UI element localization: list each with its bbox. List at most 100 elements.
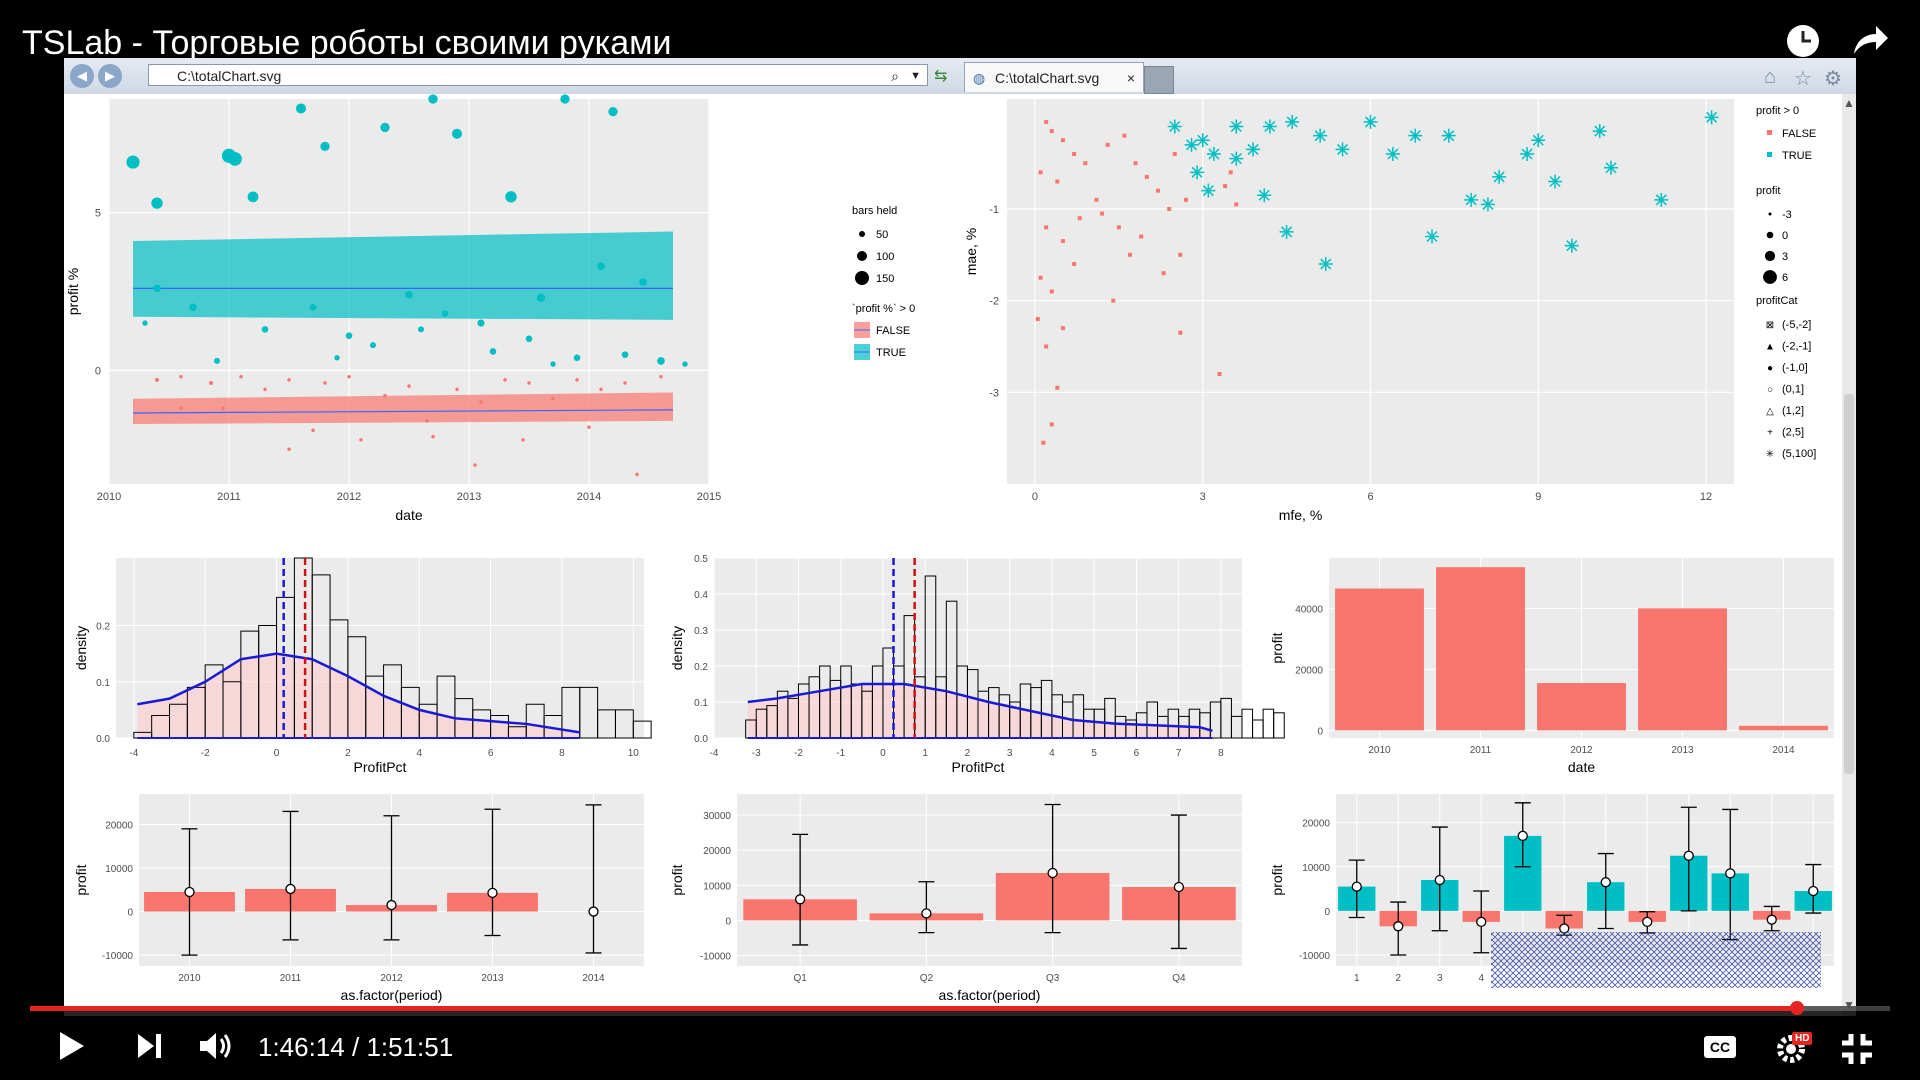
home-icon[interactable]: ⌂ — [1764, 66, 1777, 88]
settings-gear-icon[interactable] — [1774, 1032, 1808, 1071]
point-true — [1195, 133, 1210, 148]
point-true — [1492, 169, 1507, 184]
x-tick-label: 2011 — [1470, 745, 1492, 756]
progress-bar[interactable] — [30, 1001, 1890, 1015]
y-axis-label: profit — [669, 864, 685, 895]
point-true — [1201, 183, 1216, 198]
address-input[interactable]: C:\totalChart.svg ⌕ ▼ — [148, 64, 928, 86]
x-tick-label: 2015 — [697, 491, 721, 503]
point-true — [536, 293, 546, 303]
x-tick-label: Q3 — [1046, 973, 1060, 984]
point-true — [428, 94, 438, 104]
point-false — [383, 393, 387, 398]
progress-knob[interactable] — [1790, 1001, 1804, 1015]
bar-month-mean-point — [1434, 874, 1445, 886]
hist-b-bin — [1273, 712, 1285, 739]
y-tick-label: 10000 — [1302, 863, 1330, 874]
y-tick-label: -10000 — [1299, 951, 1331, 962]
hist-b-bin — [1252, 719, 1264, 739]
point-true — [153, 284, 161, 293]
star-icon[interactable]: ☆ — [1794, 68, 1812, 90]
point-true — [380, 122, 390, 133]
volume-icon[interactable] — [198, 1030, 234, 1067]
legend-shape-key: ⊠ — [1766, 320, 1774, 331]
x-tick-label: 2014 — [1772, 745, 1795, 756]
video-title[interactable]: TSLab - Торговые роботы своими руками — [22, 24, 672, 62]
legend-shape-key: △ — [1766, 406, 1774, 417]
point-false — [1060, 239, 1065, 244]
point-false — [575, 378, 579, 382]
point-false — [1111, 298, 1116, 303]
bar-month-mean-point — [1725, 868, 1736, 879]
x-tick-label: 6 — [1134, 748, 1140, 759]
bar-month-mean-point — [1766, 914, 1777, 925]
forward-arrow-icon[interactable]: ▶ — [98, 64, 122, 88]
point-true — [1229, 119, 1244, 134]
y-tick-label: 0 — [95, 365, 101, 377]
address-bar: ◀ ▶ C:\totalChart.svg ⌕ ▼ ⇆ ◍ C:\totalCh… — [64, 58, 1856, 95]
x-axis-label: mfe, % — [1279, 507, 1323, 523]
point-true — [126, 155, 140, 169]
y-tick-label: 5 — [95, 208, 101, 220]
share-icon[interactable] — [1850, 22, 1890, 69]
point-false — [347, 374, 351, 379]
play-icon[interactable] — [58, 1030, 86, 1067]
y-axis-label: profit — [73, 864, 89, 895]
hist-b-bin — [1262, 708, 1275, 739]
y-tick-label: 10000 — [703, 881, 731, 892]
x-tick-label: 0 — [274, 748, 280, 759]
y-tick-label: 0.1 — [96, 678, 110, 689]
x-tick-label: Q1 — [793, 973, 807, 984]
bar-period-mean-point — [184, 886, 195, 898]
vertical-scrollbar[interactable]: ▲ ▼ — [1842, 94, 1856, 1016]
clock-icon[interactable] — [1784, 22, 1822, 69]
scroll-up-icon[interactable]: ▲ — [1843, 96, 1855, 110]
point-false — [1049, 422, 1054, 427]
next-icon[interactable] — [136, 1032, 164, 1065]
point-true — [1592, 124, 1607, 139]
fullscreen-exit-icon[interactable] — [1840, 1032, 1874, 1071]
legend-label: 150 — [876, 273, 894, 285]
point-true — [573, 354, 581, 362]
new-tab-button[interactable] — [1144, 66, 1174, 94]
y-tick-label: 0 — [1317, 726, 1323, 737]
progress-fill — [30, 1006, 1797, 1011]
selection-overlay — [1491, 932, 1821, 988]
x-tick-label: 2014 — [582, 973, 605, 984]
x-tick-label: 1 — [1354, 973, 1360, 984]
refresh-icon[interactable]: ⇆ — [934, 68, 948, 85]
y-tick-label: 0.3 — [694, 626, 708, 637]
y-axis-label: density — [669, 626, 685, 670]
scroll-down-icon[interactable]: ▼ — [1843, 998, 1855, 1012]
point-false — [1060, 138, 1065, 143]
y-axis-label: mae, % — [963, 228, 979, 275]
point-true — [1704, 110, 1719, 125]
bar-date-bar — [1638, 608, 1727, 731]
gear-icon[interactable]: ⚙ — [1824, 68, 1842, 90]
point-true — [608, 106, 618, 117]
point-true — [621, 351, 629, 358]
tab-totalchart[interactable]: ◍ C:\totalChart.svg × — [964, 62, 1144, 92]
x-tick-label: 5 — [1091, 748, 1097, 759]
back-arrow-icon[interactable]: ◀ — [70, 64, 94, 88]
bar-month-mean-point — [1476, 916, 1487, 928]
search-icon[interactable]: ⌕ — [891, 68, 899, 84]
tab-close-icon[interactable]: × — [1126, 70, 1135, 86]
point-false — [1072, 262, 1077, 266]
point-false — [263, 387, 267, 392]
x-axis-label: ProfitPct — [354, 759, 407, 775]
point-true — [1190, 165, 1205, 180]
x-axis-label: date — [1568, 759, 1595, 775]
captions-button[interactable]: CC — [1704, 1036, 1736, 1058]
dropdown-icon[interactable]: ▼ — [910, 70, 921, 82]
point-true — [1335, 142, 1350, 157]
y-tick-label: -10000 — [102, 951, 134, 962]
x-tick-label: -4 — [129, 748, 138, 759]
scroll-thumb[interactable] — [1844, 394, 1854, 774]
x-tick-label: 6 — [488, 748, 494, 759]
point-true — [214, 357, 220, 364]
point-false — [1041, 440, 1046, 445]
point-true — [1279, 224, 1294, 239]
point-true — [560, 94, 570, 104]
